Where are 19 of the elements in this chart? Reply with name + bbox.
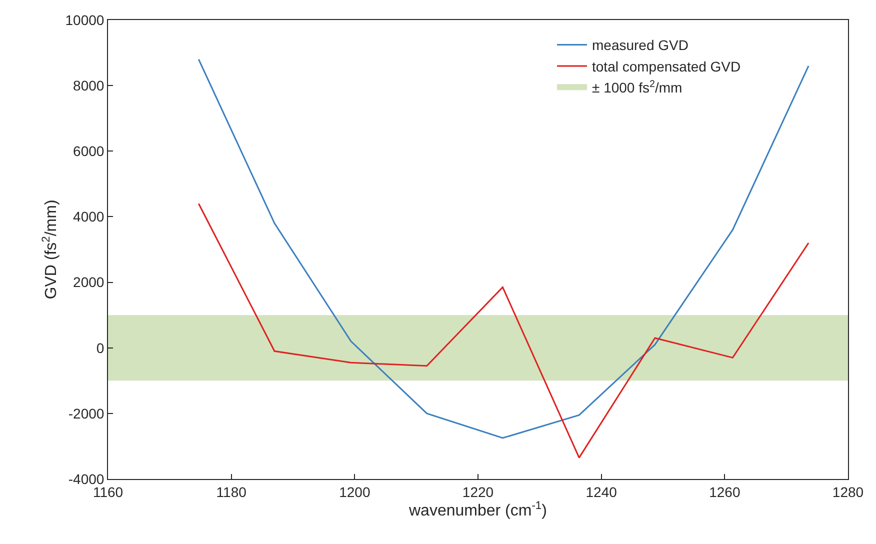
line-series — [198, 58, 810, 439]
legend-label: total compensated GVD — [592, 58, 741, 74]
y-tick-label: 4000 — [73, 208, 104, 225]
x-tick-label: 1200 — [339, 484, 370, 500]
x-tick-label: 1180 — [216, 484, 247, 500]
y-tick-label: 2000 — [73, 274, 104, 290]
x-tick-label: 1260 — [709, 484, 740, 500]
y-tick-label: 6000 — [73, 143, 104, 160]
y-tick-label: -2000 — [68, 405, 104, 422]
legend-label: measured GVD — [592, 37, 688, 54]
line-series — [198, 202, 810, 458]
y-tick-label: 8000 — [73, 77, 104, 94]
x-tick-label: 1280 — [832, 484, 864, 500]
x-tick-label: 1220 — [462, 484, 494, 500]
y-tick-label: 0 — [96, 340, 104, 356]
legend-label: ± 1000 fs$^{2}$/mm — [592, 78, 682, 96]
y-tick-label: 10000 — [65, 12, 104, 28]
x-tick-label: 1240 — [586, 484, 618, 500]
x-axis-title: wavenumber (cm$^{-1}$) — [408, 500, 547, 520]
